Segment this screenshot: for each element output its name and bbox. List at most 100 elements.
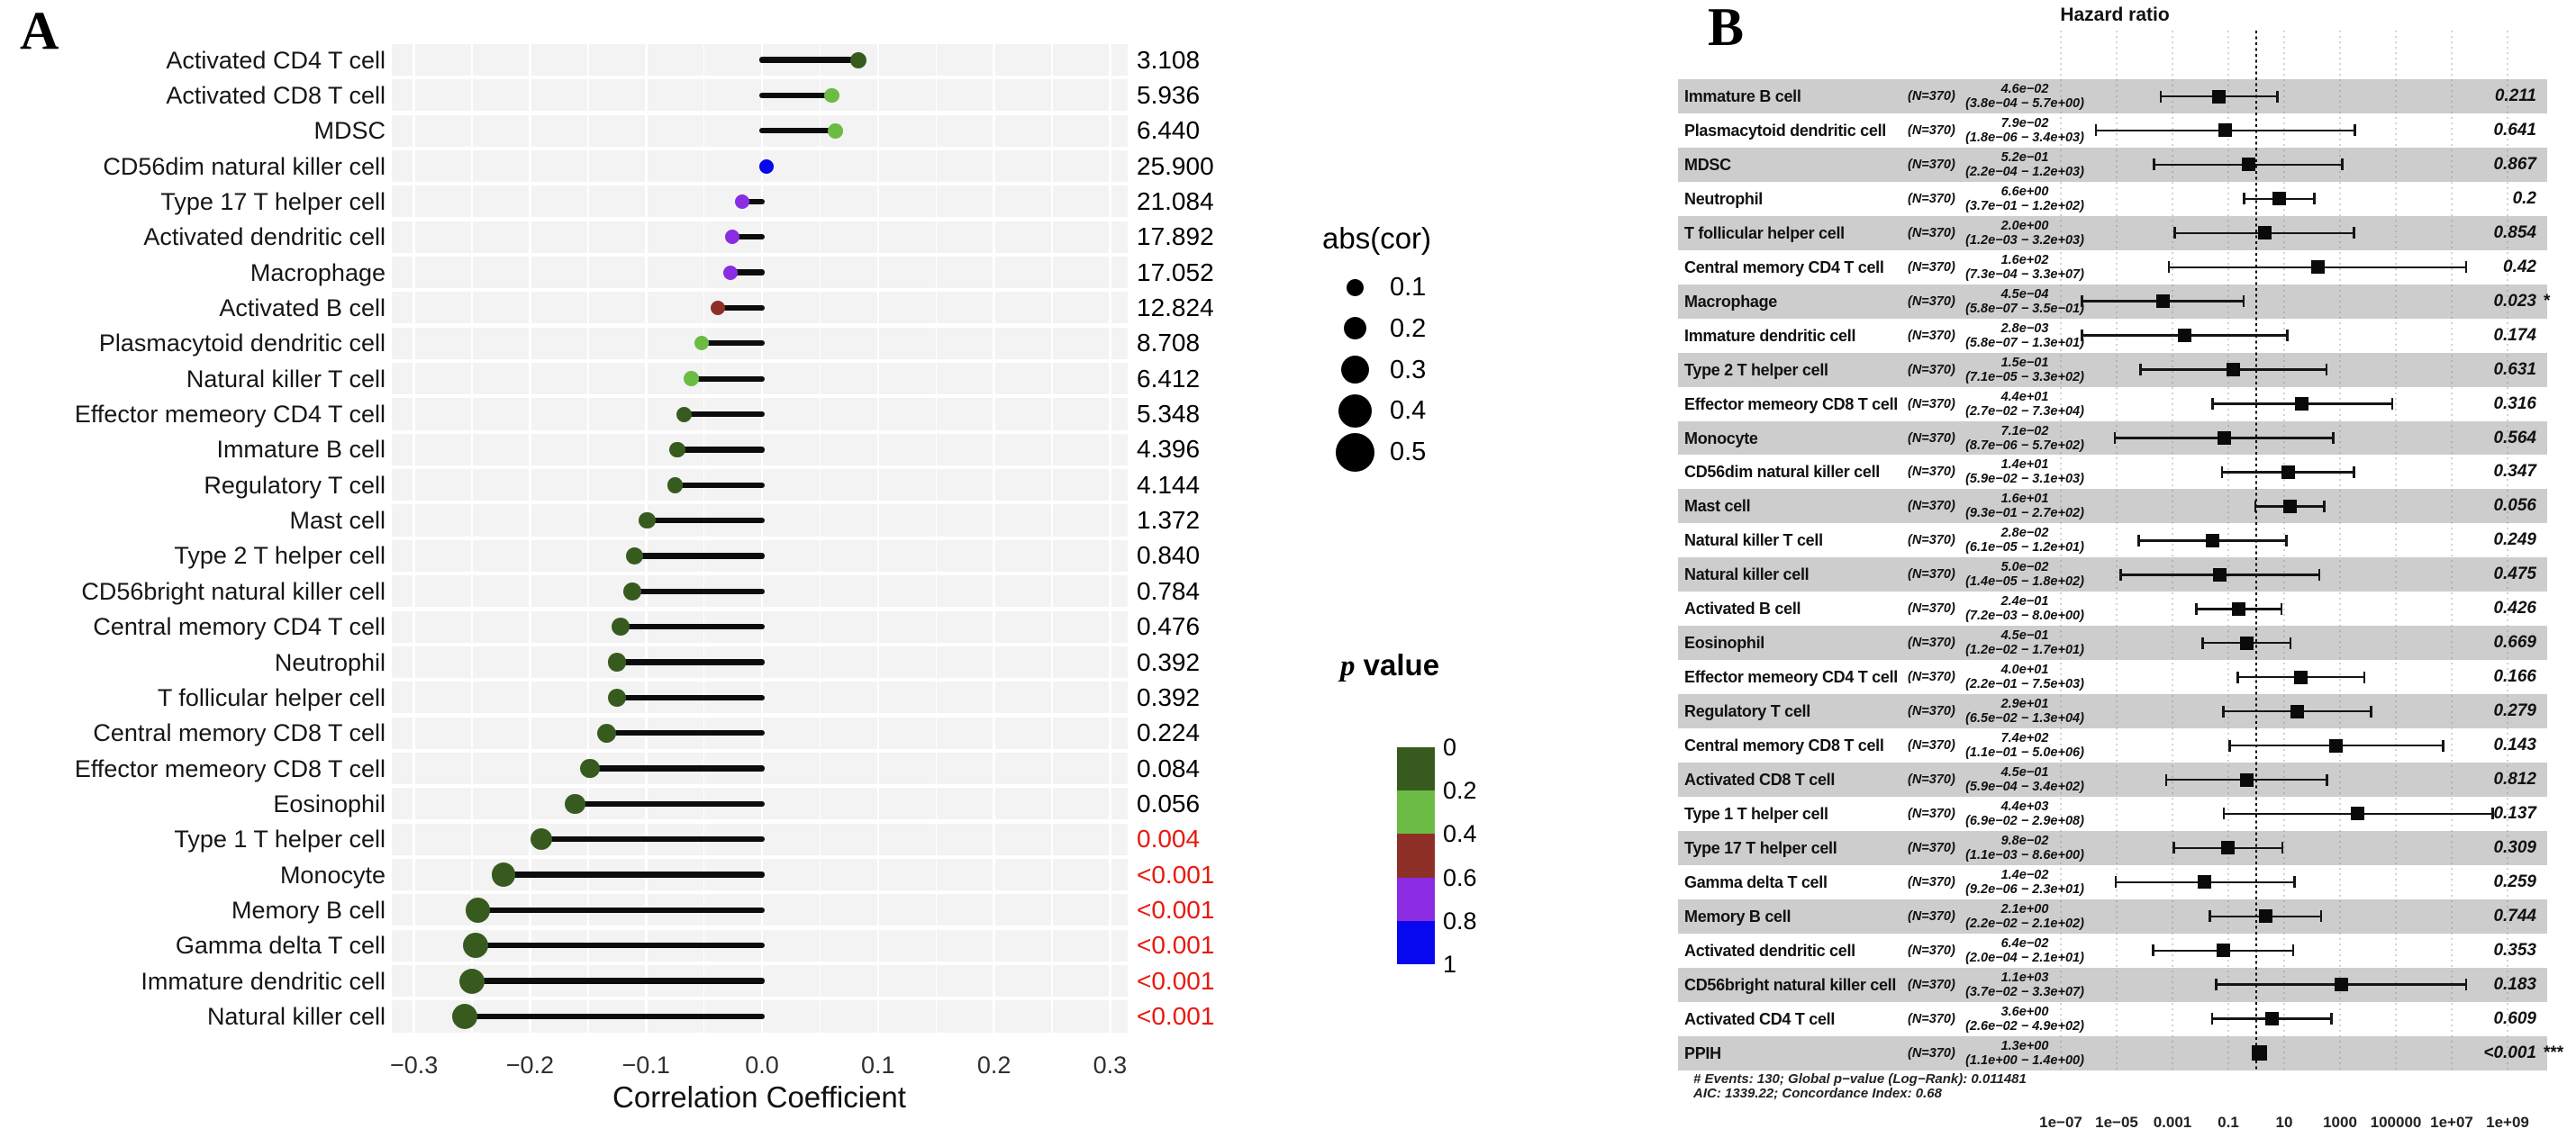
row-band bbox=[1678, 420, 2547, 456]
ci-cap bbox=[2293, 876, 2296, 889]
row-label: Central memory CD8 T cell bbox=[93, 719, 385, 747]
row-hr-label: 1.6e+02 (7.3e−04 − 3.3e+07) bbox=[1944, 253, 2106, 282]
row-label: Effector memeory CD4 T cell bbox=[1684, 668, 1898, 687]
row-p-value: 0.609 bbox=[2493, 1008, 2536, 1028]
row-ci-label: (2.6e−02 − 4.9e+02) bbox=[1965, 1018, 2084, 1034]
row-n-label: (N=370) bbox=[1908, 840, 1955, 855]
row-label: Eosinophil bbox=[273, 790, 385, 817]
gridline bbox=[529, 41, 531, 1034]
axis-tick-label: 0.3 bbox=[1093, 1052, 1128, 1079]
p-value-label: <0.001 bbox=[1137, 895, 1215, 924]
significance-stars: *** bbox=[2544, 1043, 2564, 1062]
lollipop-stem bbox=[614, 694, 765, 700]
ci-cap bbox=[2319, 910, 2323, 923]
row-n-label: (N=370) bbox=[1908, 533, 1955, 548]
hr-point bbox=[2282, 499, 2297, 513]
ci-cap bbox=[2332, 432, 2335, 444]
row-n-label: (N=370) bbox=[1908, 89, 1955, 104]
legend-color-label: 0.6 bbox=[1443, 863, 1477, 891]
row-ci-label: (2.2e−02 − 2.1e+02) bbox=[1965, 916, 2084, 931]
row-label: Monocyte bbox=[279, 861, 385, 889]
row-n-label: (N=370) bbox=[1908, 396, 1955, 411]
gridline bbox=[1051, 41, 1053, 1034]
ci-cap bbox=[2442, 739, 2444, 752]
row-label: T follicular helper cell bbox=[1684, 223, 1845, 242]
row-p-value: 0.249 bbox=[2493, 530, 2536, 550]
ci-cap bbox=[2081, 295, 2083, 308]
lollipop-stem bbox=[759, 57, 861, 63]
row-n-label: (N=370) bbox=[1908, 567, 1955, 583]
row-p-value: 0.2 bbox=[2512, 188, 2536, 208]
row-label: Type 1 T helper cell bbox=[174, 826, 385, 854]
ci-cap bbox=[2139, 364, 2142, 376]
row-label: Natural killer T cell bbox=[1684, 531, 1823, 550]
axis-tick-label: 100000 bbox=[2370, 1114, 2422, 1131]
row-n-label: (N=370) bbox=[1908, 874, 1955, 890]
legend-color-swatch bbox=[1397, 747, 1435, 791]
row-label: Plasmacytoid dendritic cell bbox=[98, 330, 385, 357]
lollipop-stem bbox=[587, 765, 765, 772]
lollipop-dot bbox=[684, 371, 699, 386]
row-n-label: (N=370) bbox=[1908, 157, 1955, 172]
row-label: Mast cell bbox=[289, 507, 385, 534]
row-p-value: 0.744 bbox=[2493, 906, 2536, 926]
row-band bbox=[1678, 694, 2547, 729]
lollipop-dot bbox=[565, 793, 585, 815]
p-value-label: 4.144 bbox=[1137, 470, 1201, 499]
ci-cap bbox=[2081, 330, 2083, 342]
row-p-value: 0.812 bbox=[2493, 770, 2536, 789]
row-ci-label: (2.0e−04 − 2.1e+01) bbox=[1965, 950, 2084, 965]
row-p-value: 0.143 bbox=[2493, 736, 2536, 754]
gridline bbox=[819, 41, 821, 1034]
hr-estimate-text: 7.9e−02 bbox=[2000, 115, 2049, 131]
hr-point bbox=[2295, 397, 2309, 411]
row-label: Monocyte bbox=[1684, 429, 1758, 447]
row-p-value: 0.166 bbox=[2493, 667, 2536, 687]
p-value-label: 0.476 bbox=[1137, 612, 1201, 641]
ci-cap bbox=[2159, 90, 2163, 103]
row-p-value: 0.137 bbox=[2493, 803, 2536, 823]
row-ci-label: (7.3e−04 − 3.3e+07) bbox=[1965, 266, 2084, 282]
lollipop-stem bbox=[572, 800, 765, 807]
gridline bbox=[2227, 31, 2229, 1070]
lollipop-stem bbox=[475, 907, 765, 914]
row-band bbox=[1678, 830, 2547, 865]
axis-tick-label: 0.1 bbox=[861, 1052, 895, 1079]
hr-point bbox=[2264, 1012, 2279, 1026]
row-n-label: (N=370) bbox=[1908, 328, 1955, 343]
row-p-value: 0.309 bbox=[2493, 837, 2536, 857]
lollipop-stem bbox=[603, 729, 765, 736]
row-n-label: (N=370) bbox=[1908, 499, 1955, 514]
ci-cap bbox=[2236, 671, 2239, 683]
ci-cap bbox=[2280, 602, 2283, 615]
lollipop-dot bbox=[459, 968, 485, 994]
row-label: CD56bright natural killer cell bbox=[81, 577, 385, 605]
lollipop-stem bbox=[728, 269, 765, 275]
row-hr-label: 1.4e−02 (9.2e−06 − 2.3e+01) bbox=[1944, 868, 2106, 897]
axis-tick-label: 1e+09 bbox=[2486, 1114, 2529, 1131]
lollipop-stem bbox=[472, 943, 765, 949]
row-label: Memory B cell bbox=[231, 896, 385, 924]
hr-point bbox=[2334, 978, 2348, 992]
legend-color-swatch bbox=[1397, 877, 1435, 922]
hr-estimate-text: 5.0e−02 bbox=[2000, 560, 2049, 575]
row-ci-label: (1.4e−05 − 1.8e+02) bbox=[1965, 574, 2084, 590]
row-n-label: (N=370) bbox=[1908, 362, 1955, 377]
row-ci-label: (1.8e−06 − 3.4e+03) bbox=[1965, 130, 2084, 145]
hr-estimate-text: 1.1e+03 bbox=[2000, 970, 2049, 985]
p-value-label: 0.392 bbox=[1137, 647, 1201, 676]
ci-cap bbox=[2289, 637, 2292, 649]
ci-cap bbox=[2119, 568, 2122, 581]
gridline bbox=[2172, 31, 2173, 1070]
axis-tick-label: 1000 bbox=[2323, 1114, 2357, 1131]
row-label: Type 2 T helper cell bbox=[174, 542, 385, 570]
row-p-value: 0.211 bbox=[2494, 86, 2536, 105]
p-value-label: 0.056 bbox=[1137, 789, 1201, 817]
row-label: Central memory CD4 T cell bbox=[1684, 257, 1884, 276]
ci-cap bbox=[2317, 568, 2321, 581]
hr-estimate-text: 4.5e−04 bbox=[2000, 286, 2049, 302]
row-hr-label: 2.8e−03 (5.8e−07 − 1.3e+01) bbox=[1944, 321, 2106, 350]
row-label: Activated B cell bbox=[219, 294, 385, 321]
p-value-label: 25.900 bbox=[1137, 151, 1214, 180]
lollipop-stem bbox=[739, 198, 765, 205]
